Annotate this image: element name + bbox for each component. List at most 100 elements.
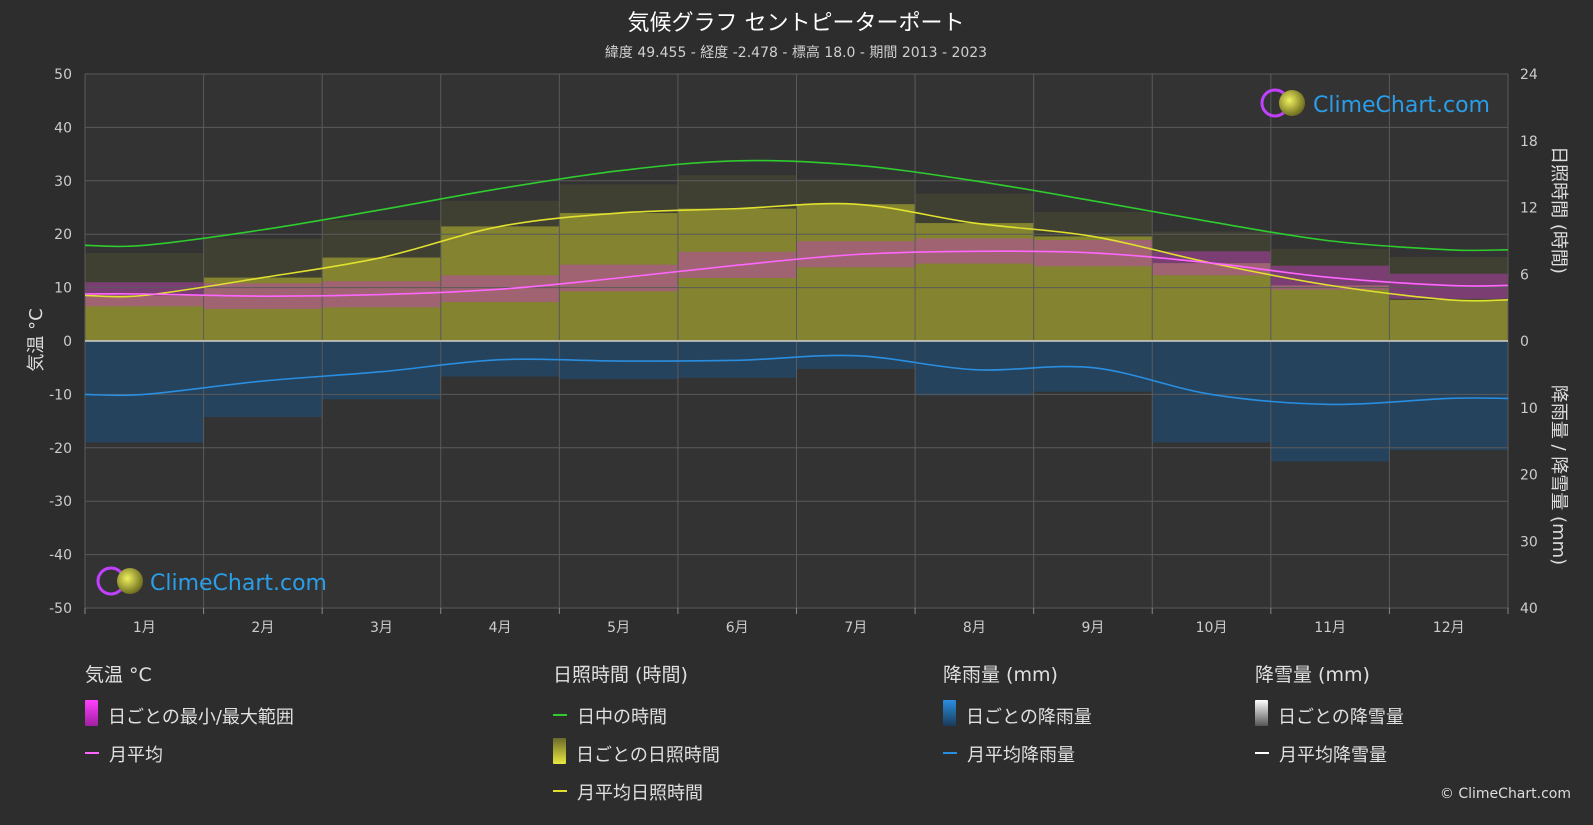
legend-item: 日中の時間 [553,703,720,741]
sunshine-bar [1270,285,1390,341]
plot-area: 50 40 30 20 10 0 -10 -20 -30 -40 -50 24 18 12 6 0 10 20 30… [49,67,1538,636]
sunshine-bar [915,223,1034,341]
rain-bar [1270,341,1390,462]
logo-bottom: ClimeChart.com [96,566,327,596]
copyright-text: © ClimeChart.com [1439,786,1571,802]
temp-line-swatch [85,752,99,754]
right-top-tick-label: 24 [1520,67,1538,83]
left-tick-label: 30 [54,174,72,190]
rain-line-swatch [943,752,957,754]
logo-sun-icon [117,568,143,594]
right-bottom-tick-label: 20 [1520,468,1538,484]
temp-range-swatch [85,700,98,726]
snow-line-swatch [1255,752,1269,754]
legend-label: 月平均 [109,745,163,766]
month-tick-label: 10月 [1196,620,1228,636]
daylight-line-swatch [553,714,567,716]
legend-label: 日ごとの降雪量 [1278,707,1404,728]
legend-label: 月平均日照時間 [577,783,703,804]
sunshine-line [84,202,1509,302]
left-tick-label: 20 [54,227,72,243]
legend-label: 月平均降雪量 [1279,745,1387,766]
legend-snow: 降雪量 (mm) 日ごとの降雪量 月平均降雪量 [1255,660,1404,779]
sunshine-bar [1033,236,1153,341]
temperature-line [84,250,1509,297]
legend-item: 日ごとの降雪量 [1255,700,1404,741]
legend-temp-header: 気温 °C [85,664,152,686]
legend-sun-header: 日照時間 (時間) [553,664,688,686]
rain-bar [1152,341,1271,443]
right-axis-bottom-label: 降雨量 / 降雪量 (mm) [1548,385,1569,565]
rain-line [84,354,1509,406]
rain-bar [677,341,797,378]
legend-label: 月平均降雨量 [967,745,1075,766]
rain-bar [915,341,1034,396]
daylight-line [84,159,1509,252]
left-tick-label: -30 [49,494,72,510]
right-top-tick-label: 6 [1520,267,1529,283]
snow-bar-swatch [1255,700,1268,726]
month-tick-label: 5月 [607,620,630,636]
legend-rain: 降雨量 (mm) 日ごとの降雨量 月平均降雨量 [943,660,1092,779]
month-tick-label: 2月 [251,620,274,636]
left-tick-label: 0 [63,334,72,350]
logo-text: ClimeChart.com [1313,93,1490,118]
left-tick-label: 40 [54,120,72,136]
month-tick-label: 12月 [1433,620,1465,636]
sunshine-bar [1152,263,1271,341]
sunshine-bar [1389,299,1508,341]
left-tick-label: 10 [54,281,72,297]
logo-text: ClimeChart.com [150,571,327,596]
legend-rain-header: 降雨量 (mm) [943,664,1058,686]
legend-label: 日ごとの最小/最大範囲 [108,707,294,728]
month-tick-label: 9月 [1081,620,1104,636]
legend-item: 日ごとの日照時間 [553,738,720,779]
legend-item: 月平均降雪量 [1255,741,1404,779]
legend-label: 日ごとの日照時間 [576,745,720,766]
legend-item: 月平均 [85,741,294,779]
chart-subtitle: 緯度 49.455 - 経度 -2.478 - 標高 18.0 - 期間 201… [605,44,987,61]
legend-item: 月平均日照時間 [553,779,720,817]
right-top-tick-label: 0 [1520,334,1529,350]
right-bottom-tick-label: 40 [1520,601,1538,617]
month-tick-label: 4月 [489,620,512,636]
legend-sun: 日照時間 (時間) 日中の時間 日ごとの日照時間 月平均日照時間 [553,660,720,817]
legend-temp: 気温 °C 日ごとの最小/最大範囲 月平均 [85,660,294,779]
right-bottom-tick-label: 10 [1520,401,1538,417]
sunshine-bar [203,277,323,341]
right-top-tick-label: 12 [1520,201,1538,217]
legend-item: 月平均降雨量 [943,741,1092,779]
logo-top: ClimeChart.com [1260,88,1490,118]
right-top-tick-label: 18 [1520,134,1538,150]
left-tick-label: -20 [49,441,72,457]
legend-snow-header: 降雪量 (mm) [1255,664,1370,686]
rain-bar [203,341,323,418]
rain-bar-swatch [943,700,956,726]
month-tick-label: 1月 [133,620,156,636]
logo-sun-icon [1279,90,1305,116]
sunshine-line-swatch [553,790,567,792]
rain-bar [1389,341,1508,451]
legend-label: 日中の時間 [577,707,667,728]
month-tick-label: 8月 [963,620,986,636]
month-tick-label: 7月 [844,620,867,636]
left-tick-label: 50 [54,67,72,83]
legend-item: 日ごとの最小/最大範囲 [85,700,294,741]
left-tick-label: -10 [49,387,72,403]
chart-title: 気候グラフ セントピーターポート [628,11,965,36]
sunshine-bar [796,204,916,341]
sunshine-bar-swatch [553,738,566,764]
right-bottom-tick-label: 30 [1520,534,1538,550]
legend-item: 日ごとの降雨量 [943,700,1092,741]
month-tick-label: 3月 [370,620,393,636]
sunshine-bar [440,226,560,341]
rain-bar [322,341,441,400]
sunshine-bar [85,295,204,341]
left-axis-label: 気温 °C [26,308,47,371]
sunshine-bar [322,257,441,341]
sunshine-bar [677,208,797,341]
month-tick-label: 6月 [726,620,749,636]
left-tick-label: -40 [49,548,72,564]
left-tick-label: -50 [49,601,72,617]
